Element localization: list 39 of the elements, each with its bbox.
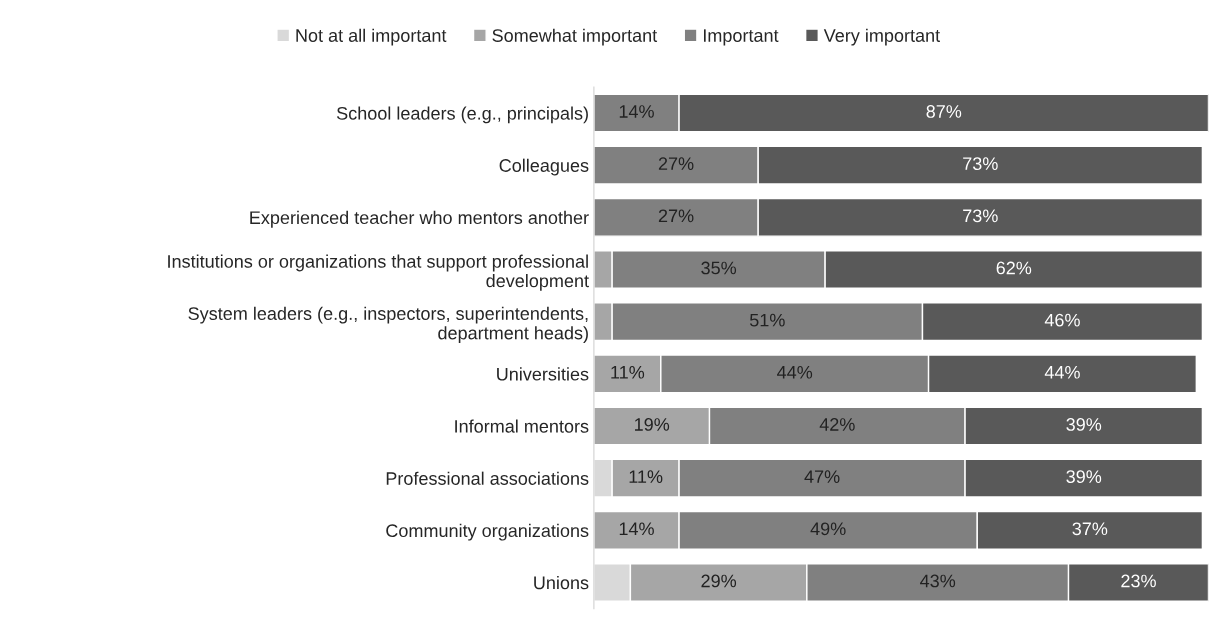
data-label: 44% bbox=[777, 365, 813, 379]
legend-label: Somewhat important bbox=[492, 28, 658, 46]
y-tick-label: Institutions or organizations that support professional development bbox=[168, 254, 589, 291]
legend-label: Not at all important bbox=[296, 28, 447, 46]
y-tick-label: System leaders (e.g., inspectors, superintendents, department heads) bbox=[188, 306, 588, 343]
data-label: 73% bbox=[963, 157, 998, 171]
y-tick-label: Colleagues bbox=[499, 158, 589, 176]
data-label: 35% bbox=[701, 261, 737, 275]
data-label: 42% bbox=[819, 418, 855, 431]
legend-label: Very important bbox=[823, 28, 940, 46]
data-label: 62% bbox=[996, 261, 1032, 275]
data-label: 27% bbox=[658, 209, 694, 223]
data-label: 27% bbox=[658, 157, 694, 170]
data-label: 29% bbox=[701, 574, 737, 588]
data-label: 23% bbox=[1121, 574, 1156, 588]
data-label: 37% bbox=[1072, 522, 1108, 536]
data-label: 73% bbox=[963, 209, 998, 223]
y-tick-label: Community organizations bbox=[386, 523, 589, 541]
data-label: 19% bbox=[635, 418, 670, 431]
data-label: 47% bbox=[804, 470, 840, 483]
data-label: 39% bbox=[1066, 470, 1102, 484]
data-label: 14% bbox=[619, 105, 654, 118]
data-label: 46% bbox=[1044, 313, 1080, 327]
y-tick-label: Informal mentors bbox=[455, 419, 589, 433]
y-tick-label: Professional associations bbox=[386, 471, 589, 485]
data-label: 11% bbox=[629, 470, 663, 483]
data-label: 87% bbox=[926, 105, 962, 118]
data-label: 51% bbox=[749, 313, 785, 327]
data-label: 14% bbox=[619, 522, 654, 536]
data-label: 43% bbox=[920, 574, 956, 588]
legend-label: Important bbox=[703, 29, 779, 46]
y-tick-label: Experienced teacher who mentors another bbox=[250, 210, 589, 228]
y-tick-label: School leaders (e.g., principals) bbox=[336, 106, 588, 124]
y-tick-label: Unions bbox=[534, 575, 589, 590]
data-label: 49% bbox=[810, 522, 846, 536]
y-tick-label: Universities bbox=[497, 367, 589, 381]
data-label: 39% bbox=[1066, 418, 1102, 431]
data-label: 44% bbox=[1044, 365, 1080, 379]
data-label: 11% bbox=[611, 365, 645, 379]
